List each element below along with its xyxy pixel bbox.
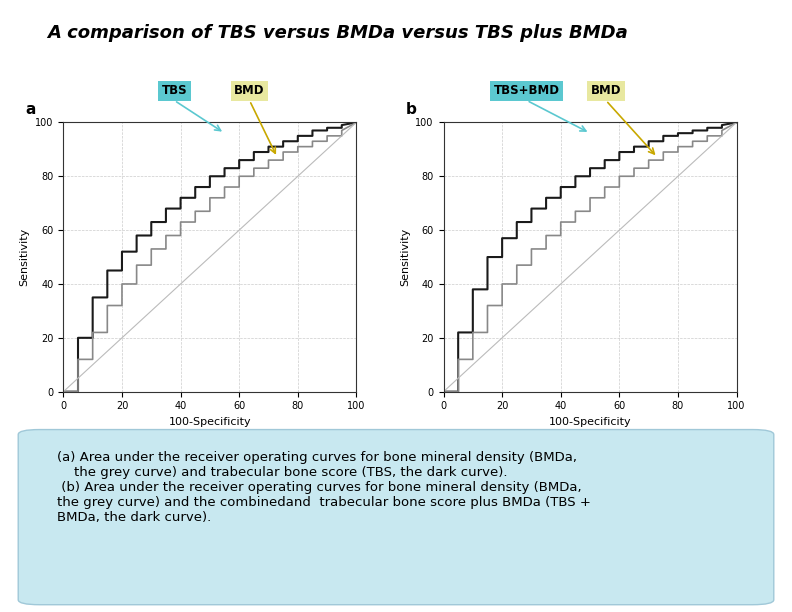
Text: A comparison of TBS versus BMDa versus TBS plus BMDa: A comparison of TBS versus BMDa versus T…: [48, 24, 628, 42]
Text: BMD: BMD: [234, 84, 265, 97]
Y-axis label: Sensitivity: Sensitivity: [20, 228, 30, 286]
Text: (a) Area under the receiver operating curves for bone mineral density (BMDa,
   : (a) Area under the receiver operating cu…: [58, 451, 592, 524]
Y-axis label: Sensitivity: Sensitivity: [400, 228, 410, 286]
Text: a: a: [25, 102, 36, 118]
X-axis label: 100-Specificity: 100-Specificity: [169, 417, 251, 427]
Text: b: b: [406, 102, 417, 118]
FancyBboxPatch shape: [18, 430, 774, 605]
Text: TBS+BMD: TBS+BMD: [493, 84, 560, 97]
Text: TBS: TBS: [162, 84, 187, 97]
X-axis label: 100-Specificity: 100-Specificity: [549, 417, 631, 427]
Text: BMD: BMD: [591, 84, 621, 97]
